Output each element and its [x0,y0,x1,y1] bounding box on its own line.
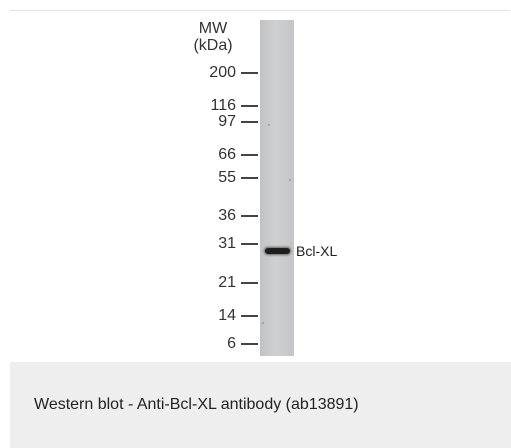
lane-speck [289,179,291,181]
caption-bar: Western blot - Anti-Bcl-XL antibody (ab1… [10,362,511,448]
marker-label-6: 6 [227,335,236,352]
marker-tick [241,154,258,156]
marker-label-31: 31 [218,235,236,252]
marker-tick [241,343,258,345]
marker-tick [241,121,258,123]
marker-tick [241,282,258,284]
marker-tick [241,243,258,245]
western-blot-figure: MW (kDa) 200 116 97 66 55 36 31 21 14 6 … [10,10,510,363]
marker-label-55: 55 [218,169,236,186]
lane-speck [262,322,264,324]
marker-label-14: 14 [218,307,236,324]
lane-speck [268,124,270,126]
marker-label-66: 66 [218,146,236,163]
mw-header: MW [198,20,228,37]
marker-tick [241,215,258,217]
band-label: Bcl-XL [296,243,338,259]
marker-tick [241,315,258,317]
figure-caption: Western blot - Anti-Bcl-XL antibody (ab1… [34,396,359,413]
marker-tick [241,177,258,179]
mw-unit: (kDa) [193,37,233,54]
marker-tick [241,105,258,107]
marker-label-116: 116 [210,97,236,114]
marker-label-200: 200 [209,64,236,81]
marker-tick [241,72,258,74]
marker-label-36: 36 [218,207,236,224]
marker-label-97: 97 [218,113,236,130]
protein-band [265,248,290,254]
marker-label-21: 21 [218,274,236,291]
blot-lane [260,20,294,356]
